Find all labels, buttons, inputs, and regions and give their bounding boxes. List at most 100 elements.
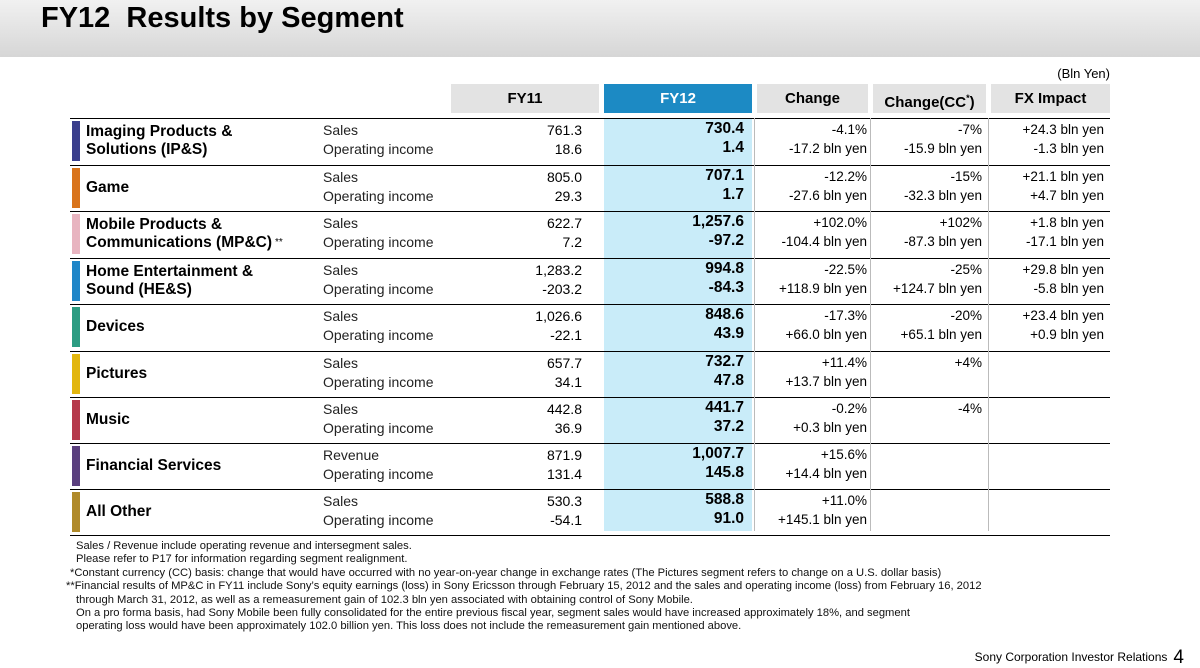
change-value: -22.5% <box>824 262 867 277</box>
segment-name-line: Imaging Products & <box>86 123 233 140</box>
fy11-value: 805.0 <box>546 169 582 185</box>
fx-impact-value: -17.1 bln yen <box>1025 234 1104 249</box>
change-value: -27.6 bln yen <box>788 188 867 203</box>
row-label: Operating income <box>323 420 434 436</box>
fy12-value: 145.8 <box>705 464 744 481</box>
note-line: operating loss would have been approxima… <box>76 620 742 633</box>
segment-name-line: Communications (MP&C) ** <box>86 234 283 252</box>
segment-name-line: Sound (HE&S) <box>86 281 253 299</box>
column-divider <box>754 118 755 531</box>
segment-name: Imaging Products & Solutions (IP&S) <box>86 119 232 163</box>
segment-row: Music Sales 442.8 441.7 -0.2% -4% Operating in… <box>70 398 1110 442</box>
change-value: +13.7 bln yen <box>785 374 867 389</box>
note-line: Sales / Revenue include operating revenu… <box>76 540 412 552</box>
footnote-marker: ** <box>275 237 283 248</box>
fy11-value: 34.1 <box>554 374 582 390</box>
segment-color-bar <box>72 400 80 440</box>
note-line: On a pro forma basis, had Sony Mobile be… <box>76 607 910 620</box>
fy11-value: 131.4 <box>546 466 582 482</box>
title-bar: FY12 Results by Segment <box>0 0 1200 57</box>
fy12-value: 848.6 <box>705 306 744 323</box>
fy12-value: 441.7 <box>705 399 744 416</box>
segment-row: Pictures Sales 657.7 732.7 +11.4% +4% Operatin… <box>70 352 1110 396</box>
change-value: +118.9 bln yen <box>779 281 867 296</box>
segment-name: Game <box>86 166 129 210</box>
change-cc-value: +4% <box>954 355 982 370</box>
change-cc-value: -20% <box>950 308 982 323</box>
segment-color-bar <box>72 168 80 208</box>
segment-separator <box>70 211 1110 212</box>
segment-separator <box>70 489 1110 490</box>
segment-color-bar <box>72 492 80 532</box>
fx-impact-value: +24.3 bln yen <box>1022 122 1104 137</box>
segment-name-text: Solutions (IP&S) <box>86 141 208 158</box>
segment-row: Home Entertainment & Sound (HE&S) Sales 1,2… <box>70 259 1110 303</box>
row-label: Operating income <box>323 374 434 390</box>
change-value: -0.2% <box>831 401 867 416</box>
segment-name: Music <box>86 398 130 442</box>
change-value: +66.0 bln yen <box>785 327 867 342</box>
change-cc-value: -4% <box>957 401 982 416</box>
fy11-value: 29.3 <box>554 188 582 204</box>
segment-name: Devices <box>86 305 145 349</box>
segment-color-bar <box>72 307 80 347</box>
segment-row: Financial Services Revenue 871.9 1,007.7 +15… <box>70 444 1110 488</box>
segment-name-text: Sound (HE&S) <box>86 281 192 298</box>
segment-separator <box>70 351 1110 352</box>
segment-separator <box>70 258 1110 259</box>
segment-row: Mobile Products & Communications (MP&C) **… <box>70 212 1110 256</box>
table-bottom-line <box>70 535 1110 536</box>
change-value: +102.0% <box>813 215 867 230</box>
row-label: Sales <box>323 308 359 324</box>
fy12-value: 1,257.6 <box>692 213 744 230</box>
header-change-cc: Change(CC*) <box>873 84 986 113</box>
row-label: Operating income <box>323 188 434 204</box>
fy11-value: 442.8 <box>546 401 582 417</box>
note-line: through March 31, 2012, as well as a rem… <box>76 593 693 606</box>
change-value: +14.4 bln yen <box>785 466 867 481</box>
fy11-value: 1,283.2 <box>535 262 582 278</box>
row-label: Operating income <box>323 141 434 157</box>
change-value: -4.1% <box>831 122 867 137</box>
segment-name-line: Home Entertainment & <box>86 263 254 280</box>
fy12-value: -84.3 <box>708 279 744 296</box>
segment-name: Pictures <box>86 352 147 396</box>
fy11-value: 657.7 <box>546 355 582 371</box>
fx-impact-value: +1.8 bln yen <box>1030 215 1104 230</box>
fx-impact-value: -5.8 bln yen <box>1033 281 1104 296</box>
segment-name-line: Financial Services <box>86 457 222 474</box>
fy11-value: 18.6 <box>554 141 582 157</box>
segment-name-line: Music <box>86 411 130 428</box>
change-value: +11.4% <box>821 355 867 370</box>
fy12-value: 707.1 <box>705 167 744 184</box>
unit-label: (Bln Yen) <box>1057 66 1110 81</box>
segment-separator <box>70 443 1110 444</box>
row-label: Operating income <box>323 512 434 528</box>
fy12-value: 37.2 <box>713 418 744 435</box>
column-divider <box>870 118 871 531</box>
column-divider <box>988 118 989 531</box>
row-label: Sales <box>323 262 359 278</box>
fy11-value: 761.3 <box>546 122 582 138</box>
page-title: FY12 Results by Segment <box>41 2 404 34</box>
fy12-value: 732.7 <box>705 353 744 370</box>
footnotes: Sales / Revenue include operating revenu… <box>66 540 1126 634</box>
header-change: Change <box>757 84 868 113</box>
fy12-value: 91.0 <box>713 510 744 527</box>
note-line: **Financial results of MP&C in FY11 incl… <box>66 580 982 593</box>
segment-name: Financial Services <box>86 444 221 488</box>
segment-name-line: Game <box>86 179 130 196</box>
fy12-value: 994.8 <box>705 260 744 277</box>
fy11-value: -54.1 <box>550 512 582 528</box>
change-value: -12.2% <box>824 169 867 184</box>
segment-name-line: All Other <box>86 503 152 520</box>
fx-impact-value: +21.1 bln yen <box>1022 169 1104 184</box>
header-fy11: FY11 <box>451 84 599 113</box>
header-fy12: FY12 <box>604 84 752 113</box>
change-cc-value: -87.3 bln yen <box>903 234 982 249</box>
row-label: Revenue <box>323 447 380 463</box>
segment-separator <box>70 304 1110 305</box>
fy11-value: 7.2 <box>562 234 582 250</box>
fx-impact-value: -1.3 bln yen <box>1033 141 1104 156</box>
segment-separator <box>70 397 1110 398</box>
